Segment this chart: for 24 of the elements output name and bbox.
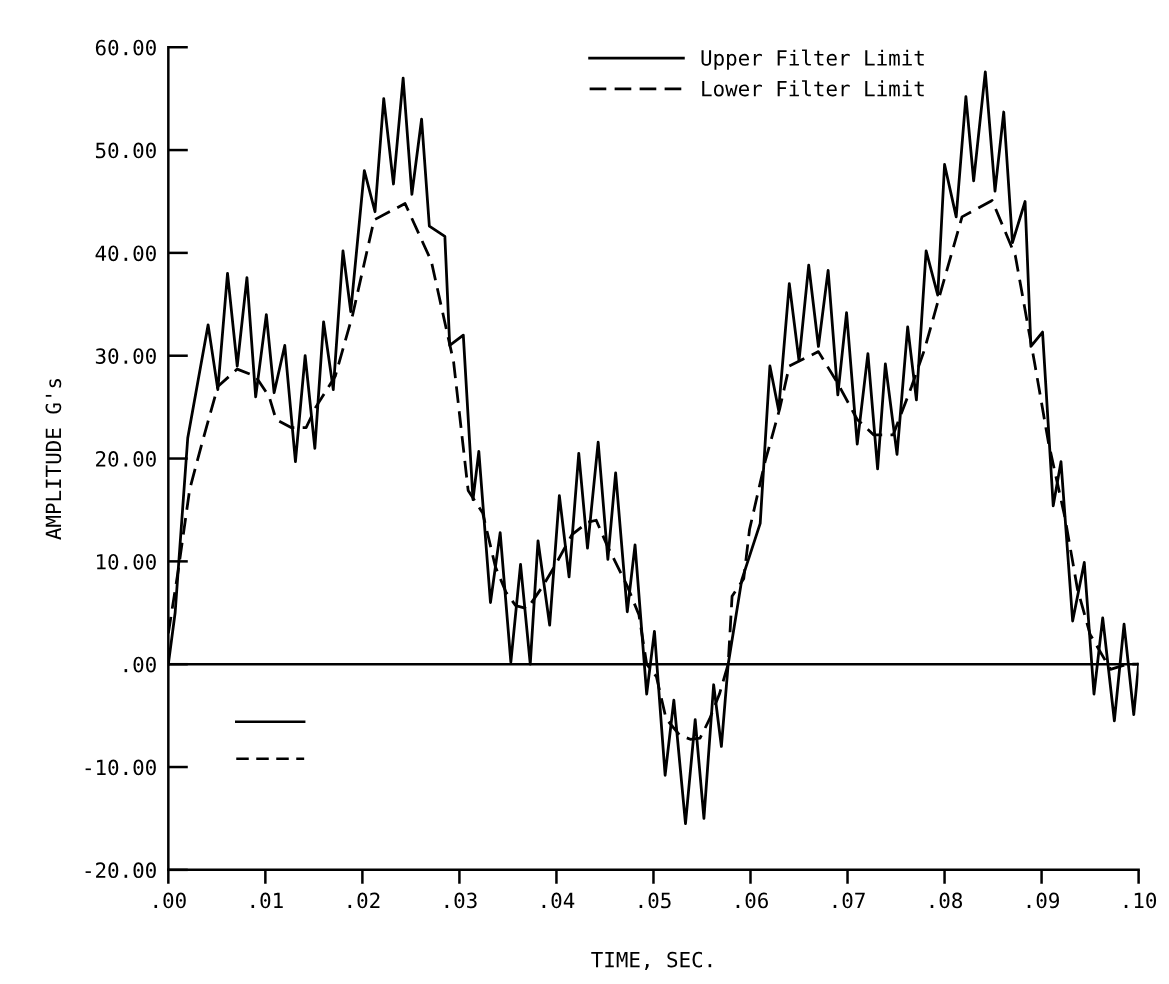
x-tick-label: .07 (833, 892, 865, 909)
x-tick-label: .08 (930, 892, 963, 909)
y-tick-label: -10.00 (85, 759, 156, 776)
x-tick-label: .05 (639, 892, 671, 909)
y-axis-title: AMPLITUDE G's (45, 379, 62, 540)
x-tick-label: .00 (154, 892, 186, 909)
legend-label: Upper Filter Limit (701, 49, 924, 70)
x-tick-label: .09 (1027, 892, 1059, 909)
y-tick-label: 60.00 (95, 39, 156, 56)
y-tick-label: 10.00 (97, 553, 156, 570)
x-tick-label: .03 (445, 892, 477, 909)
y-tick-label: 40.00 (95, 245, 156, 262)
y-tick-label: -20.00 (85, 862, 156, 879)
y-tick-label: .00 (124, 656, 156, 673)
x-tick-label: .06 (736, 892, 768, 909)
x-tick-label: .01 (251, 892, 283, 909)
x-tick-label: .04 (542, 892, 575, 909)
x-tick-label: .02 (348, 892, 380, 909)
y-tick-label: 20.00 (96, 451, 156, 467)
y-tick-label: 30.00 (95, 348, 156, 364)
legend-label: Lower Filter Limit (702, 80, 924, 97)
y-tick-label: 50.00 (95, 142, 156, 159)
x-tick-label: .10 (1124, 892, 1157, 909)
x-axis-title: TIME, SEC. (591, 951, 712, 971)
